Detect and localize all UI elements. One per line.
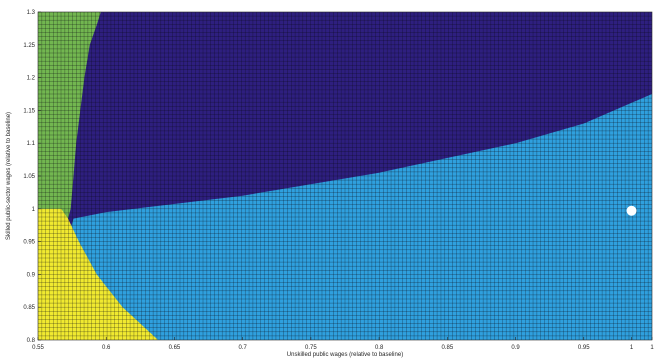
region-green [38,12,101,219]
x-tick-label: 0.6 [102,345,111,351]
x-tick-label: 1 [630,345,634,351]
y-axis-label: Skilled public-sector wages (relative to… [6,112,12,240]
y-tick-label: 1.2 [27,76,36,82]
y-tick-label: 1.15 [23,108,35,114]
y-axis: 0.8 0.85 0.9 0.95 1 1.05 1.1 1.15 1.2 1.25 1.3 [23,10,41,344]
x-tick-label: 0.95 [578,345,590,351]
y-tick-label: 0.95 [23,240,35,246]
baseline-marker [626,205,637,216]
x-tick-label: 0.65 [169,345,181,351]
x-tick-label: 1 [650,345,654,351]
y-tick-label: 0.9 [27,272,36,278]
y-tick-label: 1.1 [27,141,36,147]
x-axis-label: Unskilled public wages (relative to base… [287,352,403,358]
x-tick-label: 0.85 [441,345,453,351]
x-tick-label: 0.9 [511,345,520,351]
x-tick-label: 0.8 [375,345,384,351]
y-tick-label: 0.85 [23,305,35,311]
y-tick-label: 1.25 [23,43,35,49]
y-tick-label: 1.3 [27,10,36,16]
y-tick-label: 1 [32,207,36,213]
y-tick-label: 1.05 [23,174,35,180]
x-tick-label: 0.75 [305,345,317,351]
x-tick-label: 0.55 [32,345,44,351]
x-tick-label: 0.7 [238,345,247,351]
y-tick-label: 0.8 [27,338,36,344]
x-axis: 0.55 0.6 0.65 0.7 0.75 0.8 0.85 0.9 0.95 1 1 [32,337,654,351]
cell-grid [38,12,652,340]
